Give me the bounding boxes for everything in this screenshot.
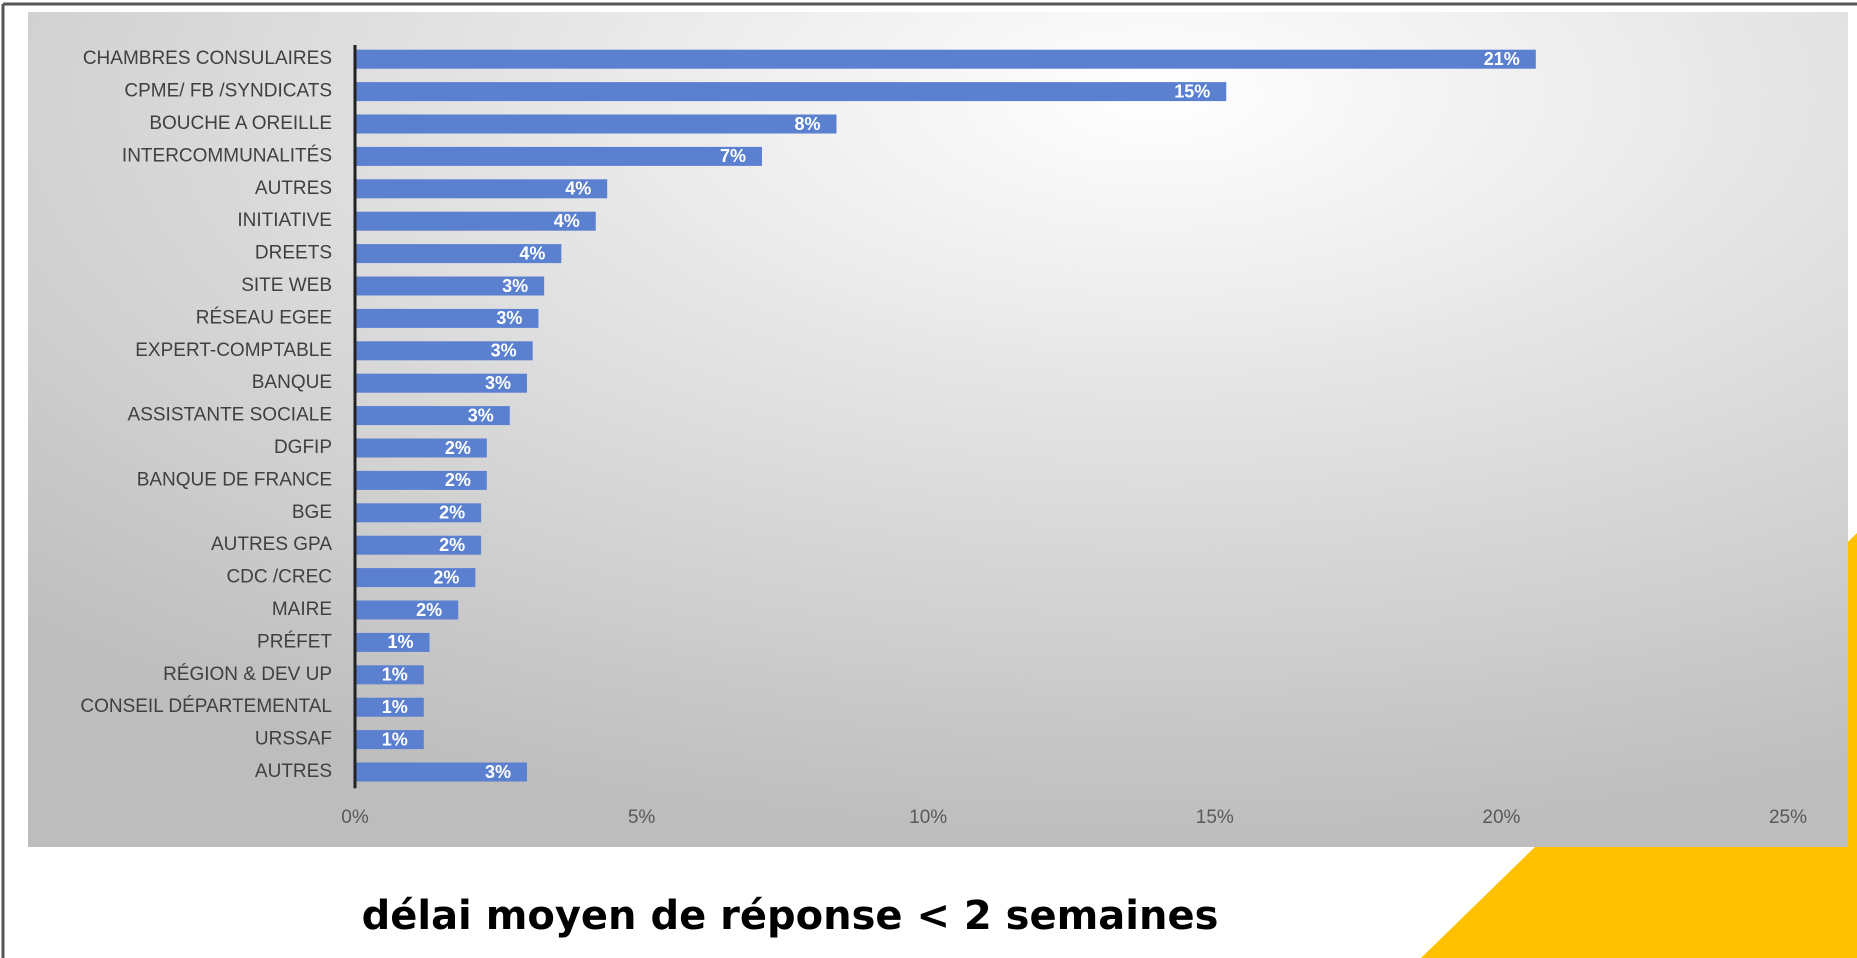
y-tick-label: BANQUE	[252, 372, 332, 393]
chart-area	[28, 12, 1848, 847]
bar	[355, 632, 430, 652]
data-label: 2%	[416, 600, 442, 620]
data-label: 21%	[1484, 49, 1520, 69]
bar	[355, 276, 545, 296]
bar	[355, 244, 562, 264]
y-tick-label: DGFIP	[274, 437, 332, 458]
bar	[355, 438, 487, 458]
plot: 0% 5% 10% 15% 20% 25% CHAMBRES CONSULAIRES 21% C…	[80, 45, 1807, 828]
y-tick-label: AUTRES	[255, 761, 332, 782]
y-tick-label: CHAMBRES CONSULAIRES	[83, 48, 332, 69]
bar	[355, 146, 762, 166]
bar	[355, 730, 424, 750]
data-label: 15%	[1174, 81, 1210, 101]
data-label: 2%	[439, 535, 465, 555]
data-label: 8%	[794, 114, 820, 134]
y-tick-label: ASSISTANTE SOCIALE	[128, 405, 332, 426]
y-tick-label: CPME/ FB /SYNDICATS	[124, 81, 332, 102]
bar	[355, 600, 459, 620]
data-label: 2%	[445, 438, 471, 458]
data-label: 1%	[382, 665, 408, 685]
caption: délai moyen de réponse < 2 semaines	[362, 893, 1219, 939]
bar	[355, 568, 476, 588]
data-label: 4%	[565, 179, 591, 199]
data-label: 3%	[491, 341, 517, 361]
data-label: 3%	[485, 762, 511, 782]
x-tick-label: 5%	[628, 807, 656, 828]
x-tick-label: 15%	[1196, 807, 1234, 828]
bar	[355, 697, 424, 717]
y-tick-label: RÉGION & DEV UP	[163, 664, 332, 685]
data-label: 1%	[382, 729, 408, 749]
data-label: 3%	[468, 405, 494, 425]
y-tick-label: INITIATIVE	[237, 210, 332, 231]
data-label: 2%	[439, 503, 465, 523]
x-tick-label: 25%	[1769, 807, 1807, 828]
data-label: 1%	[382, 697, 408, 717]
data-label: 4%	[554, 211, 580, 231]
bar	[355, 341, 533, 361]
bar	[355, 503, 482, 523]
y-tick-label: PRÉFET	[257, 631, 332, 652]
x-tick-label: 0%	[341, 807, 369, 828]
y-tick-label: SITE WEB	[241, 275, 332, 296]
y-tick-label: AUTRES GPA	[211, 534, 332, 555]
bar	[355, 211, 596, 231]
data-label: 1%	[388, 632, 414, 652]
x-tick-label: 20%	[1482, 807, 1520, 828]
bar	[355, 665, 424, 685]
y-tick-label: BOUCHE A OREILLE	[149, 113, 332, 134]
y-tick-label: RÉSEAU EGEE	[196, 307, 332, 328]
bar	[355, 762, 527, 782]
y-tick-label: AUTRES	[255, 178, 332, 199]
y-tick-label: CONSEIL DÉPARTEMENTAL	[80, 696, 332, 717]
y-tick-label: URSSAF	[255, 729, 332, 750]
bar	[355, 535, 482, 555]
bar	[355, 470, 487, 490]
bar	[355, 82, 1227, 102]
bar	[355, 373, 527, 393]
bar	[355, 114, 837, 134]
y-tick-label: BANQUE DE FRANCE	[137, 469, 332, 490]
data-label: 2%	[445, 470, 471, 490]
bar	[355, 406, 510, 426]
y-tick-label: INTERCOMMUNALITÉS	[122, 145, 332, 166]
x-tick-label: 10%	[909, 807, 947, 828]
bar	[355, 308, 539, 328]
y-tick-label: DREETS	[255, 243, 332, 264]
data-label: 3%	[485, 373, 511, 393]
data-label: 3%	[496, 308, 522, 328]
data-label: 2%	[433, 567, 459, 587]
y-tick-label: MAIRE	[272, 599, 332, 620]
y-tick-label: CDC /CREC	[226, 567, 332, 588]
y-tick-label: EXPERT-COMPTABLE	[135, 340, 332, 361]
bar	[355, 179, 608, 199]
data-label: 3%	[502, 276, 528, 296]
bar	[355, 49, 1536, 69]
y-tick-label: BGE	[292, 502, 332, 523]
data-label: 4%	[519, 243, 545, 263]
data-label: 7%	[720, 146, 746, 166]
